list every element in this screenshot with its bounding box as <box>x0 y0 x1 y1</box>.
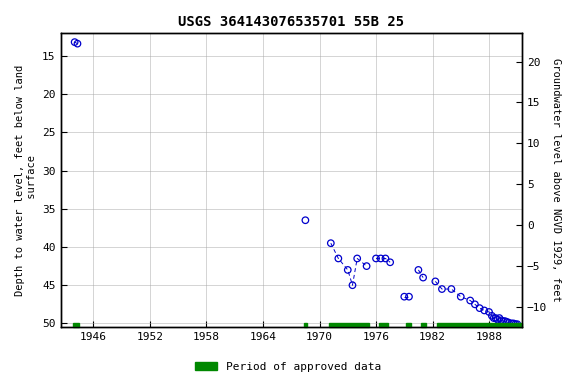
Point <box>484 309 494 315</box>
Point <box>513 321 522 327</box>
Point <box>362 263 371 269</box>
Point <box>499 318 508 324</box>
Point <box>493 316 502 323</box>
Bar <box>379 323 388 327</box>
Bar <box>421 323 426 327</box>
Bar <box>73 323 79 327</box>
Point <box>419 275 428 281</box>
Point <box>480 307 489 313</box>
Point <box>326 240 335 246</box>
Point <box>414 267 423 273</box>
Point <box>301 217 310 223</box>
Point <box>470 301 479 308</box>
Point <box>404 294 414 300</box>
Y-axis label: Groundwater level above NGVD 1929, feet: Groundwater level above NGVD 1929, feet <box>551 58 561 302</box>
Point <box>502 319 511 325</box>
Point <box>491 315 500 321</box>
Bar <box>329 323 369 327</box>
Point <box>385 259 395 265</box>
Point <box>465 298 475 304</box>
Point <box>504 319 513 326</box>
Point <box>507 320 516 326</box>
Point <box>343 267 353 273</box>
Point <box>381 255 390 262</box>
Point <box>334 255 343 262</box>
Point <box>73 41 82 47</box>
Bar <box>304 323 307 327</box>
Point <box>489 315 498 321</box>
Point <box>495 315 504 321</box>
Point <box>511 321 520 327</box>
Point <box>400 294 409 300</box>
Point <box>447 286 456 292</box>
Point <box>487 313 497 319</box>
Bar <box>406 323 411 327</box>
Point <box>431 278 440 285</box>
Point <box>475 305 484 311</box>
Point <box>456 294 465 300</box>
Legend: Period of approved data: Period of approved data <box>191 358 385 377</box>
Point <box>376 255 385 262</box>
Y-axis label: Depth to water level, feet below land
 surface: Depth to water level, feet below land su… <box>15 65 37 296</box>
Point <box>372 255 381 262</box>
Point <box>348 282 357 288</box>
Title: USGS 364143076535701 55B 25: USGS 364143076535701 55B 25 <box>178 15 404 29</box>
Point <box>501 318 510 324</box>
Point <box>70 39 79 45</box>
Point <box>353 255 362 262</box>
Point <box>497 317 506 323</box>
Point <box>509 320 518 326</box>
Point <box>437 286 446 292</box>
Bar <box>437 323 522 327</box>
